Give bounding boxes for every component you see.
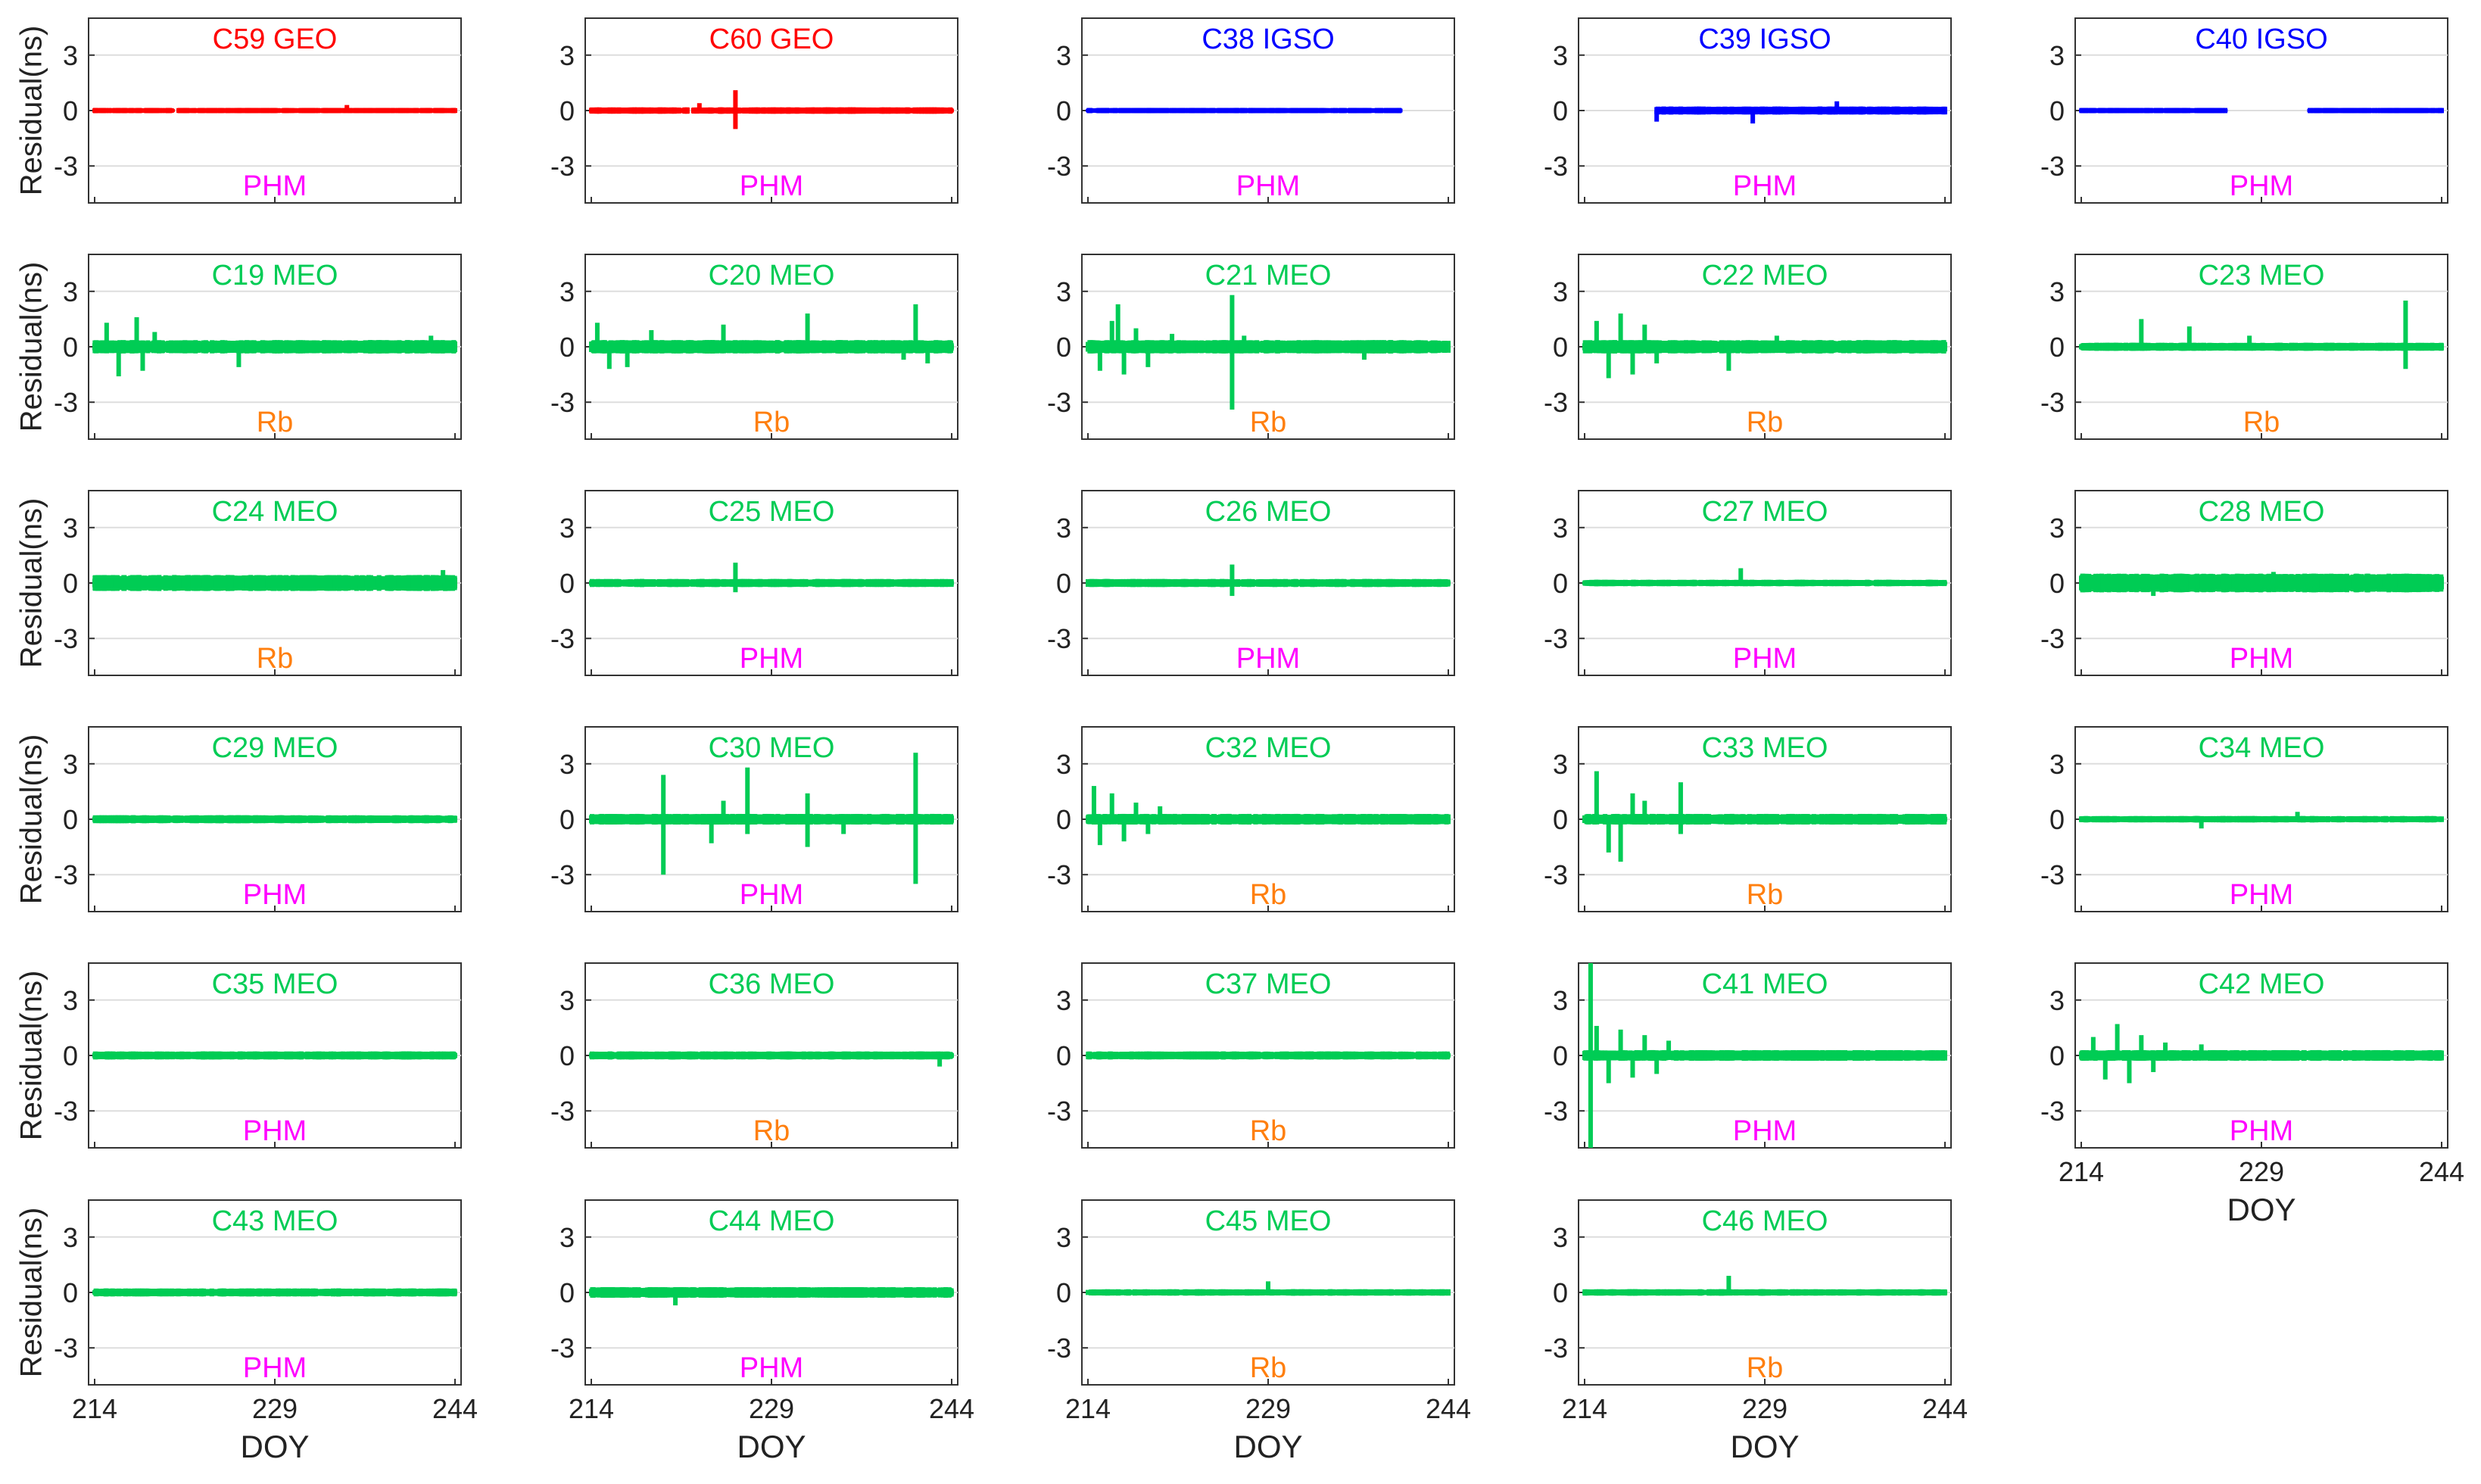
panel-title: C59 GEO [213, 23, 338, 55]
y-tick-label: 0 [63, 95, 78, 126]
y-tick-label: 0 [1056, 95, 1071, 126]
residual-point [1398, 109, 1403, 113]
y-axis-label: Residual(ns) [15, 26, 48, 196]
panel-c38-igso: 3 0 -3 C38 IGSO PHM [1047, 18, 1454, 203]
clock-type-label: PHM [1236, 170, 1300, 202]
residual-point [453, 108, 457, 113]
residual-figure: 3 0 -3 C59 GEO PHM Residual(ns) 3 0 -3 C60 GEO PHM… [0, 0, 2481, 1484]
panel-title: C38 IGSO [1202, 23, 1334, 55]
y-tick-label: 3 [1056, 40, 1071, 71]
y-tick-label: 3 [63, 40, 78, 71]
panel-c60-geo: 3 0 -3 C60 GEO PHM [550, 18, 958, 203]
panel-title: C60 GEO [709, 23, 834, 55]
residual-point [685, 108, 690, 113]
residual-spike [344, 105, 349, 111]
y-tick-label: -3 [1047, 151, 1071, 182]
y-tick-label: 3 [559, 40, 575, 71]
y-tick-label: -3 [54, 151, 78, 182]
panel-c39-igso: 30-3C39 IGSOPHM [1544, 18, 1951, 203]
residual-point [170, 109, 175, 111]
panel-c59-geo: 3 0 -3 C59 GEO PHM Residual(ns) [15, 18, 461, 203]
residual-point [949, 109, 954, 112]
residual-series [1086, 108, 1403, 113]
y-tick-label: 3 [1553, 40, 1568, 71]
y-tick-label: -3 [1544, 151, 1568, 182]
residual-spike [733, 111, 737, 129]
residual-spike [697, 103, 702, 111]
clock-type-label: PHM [243, 170, 307, 202]
clock-type-label: PHM [740, 170, 803, 202]
y-tick-label: 0 [559, 95, 575, 126]
y-tick-label: 0 [1553, 95, 1568, 126]
residual-spike [733, 90, 737, 111]
y-tick-label: -3 [550, 151, 575, 182]
